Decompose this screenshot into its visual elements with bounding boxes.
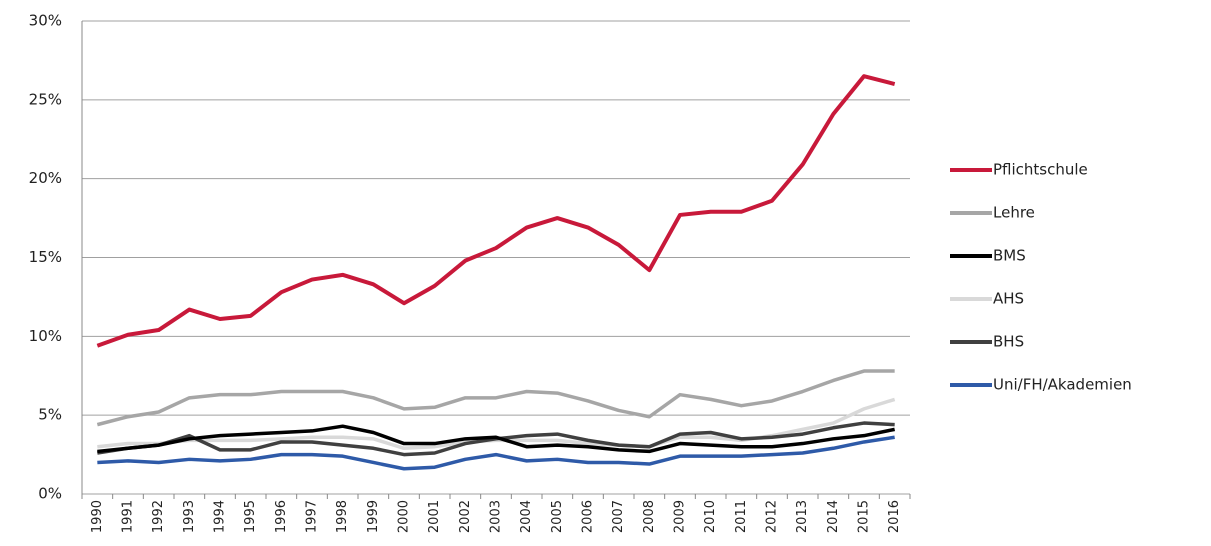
x-tick-label: 2012: [765, 500, 780, 533]
x-tick-label: 1997: [305, 500, 320, 533]
x-tick-label: 2004: [519, 500, 534, 533]
series-line: [96, 74, 896, 348]
y-tick-label: 20%: [29, 169, 62, 187]
legend-label: Pflichtschule: [993, 161, 1088, 179]
y-tick-label: 30%: [29, 12, 62, 30]
x-tick-label: 2001: [427, 500, 442, 533]
x-tick-label: 1999: [366, 500, 381, 533]
legend-label: Lehre: [993, 204, 1035, 222]
x-tick-label: 1996: [274, 500, 289, 533]
x-tick-label: 2015: [857, 500, 872, 533]
legend-label: Uni/FH/Akademien: [993, 376, 1132, 394]
x-tick-label: 2002: [458, 500, 473, 533]
y-tick-label: 10%: [29, 327, 62, 345]
x-tick-label: 2007: [611, 500, 626, 533]
x-tick-label: 2013: [795, 500, 810, 533]
y-tick-label: 15%: [29, 248, 62, 266]
legend-label: BMS: [993, 247, 1026, 265]
x-tick-label: 2016: [887, 500, 902, 533]
x-tick-label: 1990: [90, 500, 105, 533]
legend-label: AHS: [993, 290, 1024, 308]
series-line: [97, 424, 896, 454]
x-tick-label: 2003: [489, 500, 504, 533]
legend-label: BHS: [993, 333, 1024, 351]
x-tick-label: 1993: [182, 500, 197, 533]
x-tick-label: 1991: [121, 500, 136, 533]
x-tick-label: 2011: [734, 500, 749, 533]
y-tick-label: 5%: [38, 406, 62, 424]
x-tick-label: 1992: [151, 500, 166, 533]
y-tick-label: 25%: [29, 90, 62, 108]
x-tick-label: 2006: [581, 500, 596, 533]
series-line: [97, 397, 896, 451]
x-tick-label: 2005: [550, 500, 565, 533]
x-tick-label: 2014: [826, 500, 841, 533]
y-tick-label: 0%: [38, 485, 62, 503]
x-tick-label: 2009: [673, 500, 688, 533]
x-tick-label: 2000: [397, 500, 412, 533]
x-tick-label: 2008: [642, 500, 657, 533]
x-tick-label: 1994: [213, 500, 228, 533]
x-tick-label: 2010: [703, 500, 718, 533]
x-tick-label: 1998: [335, 500, 350, 533]
x-tick-label: 1995: [243, 500, 258, 533]
series-line: [97, 435, 895, 471]
series-line: [96, 369, 895, 427]
